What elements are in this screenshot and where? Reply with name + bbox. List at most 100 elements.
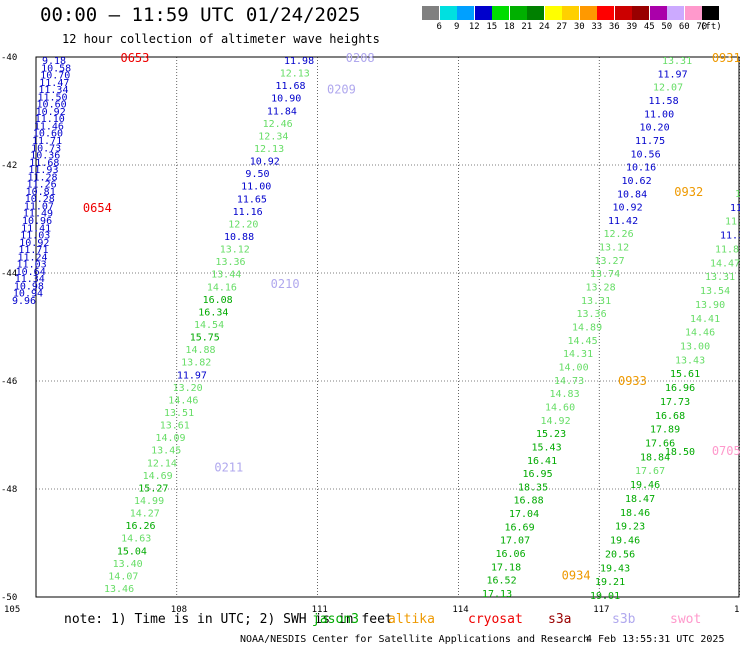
page-title: 00:00 – 11:59 UTC 01/24/2025: [40, 4, 361, 26]
legend-label: 9: [454, 22, 460, 32]
wave-height-value: 16.06: [496, 549, 526, 560]
wave-height-value: 10.60: [37, 100, 67, 111]
wave-height-value: 14.46: [685, 328, 715, 339]
wave-height-value: 18.46: [620, 508, 650, 519]
wave-height-value: 10.28: [25, 194, 55, 205]
lon-tick-label: 105: [4, 605, 20, 615]
wave-height-value: 13.20: [173, 383, 203, 394]
legend-label: 15: [486, 22, 498, 32]
wave-height-value: 13.74: [590, 269, 620, 280]
wave-height-value: 12.14: [147, 458, 177, 469]
note-text: note: 1) Time is in UTC; 2) SWH is in fe…: [64, 612, 393, 627]
wave-height-value: 11.93: [28, 165, 58, 176]
legend-swatch: [492, 6, 509, 20]
wave-height-value: 14.89: [572, 323, 602, 334]
wave-height-value: 13.27: [595, 256, 625, 267]
wave-height-value: 11.10: [35, 114, 65, 125]
wave-height-value: 15.75: [190, 333, 220, 344]
legend-swatch: [614, 6, 632, 20]
legend-label: 36: [608, 22, 620, 32]
wave-height-value: 20.56: [605, 549, 635, 560]
legend-label: 24: [538, 22, 550, 32]
wave-height-value: 19.43: [600, 563, 630, 574]
wave-height-value: 11.34: [38, 85, 68, 96]
pass-label: 0932: [674, 185, 703, 199]
wave-height-value: 18.47: [625, 494, 655, 505]
satellite-name: altika: [388, 612, 435, 627]
wave-height-value: 10.70: [40, 71, 70, 82]
wave-height-value: 9.50: [245, 169, 269, 180]
lon-tick-label: 108: [171, 605, 187, 615]
wave-height-value: 11.68: [275, 81, 305, 92]
wave-height-value: 16.26: [125, 521, 155, 532]
wave-height-value: 11.24: [17, 252, 47, 263]
legend-swatch: [562, 6, 579, 20]
wave-height-value: 10.94: [13, 289, 43, 300]
wave-height-value: 9.18: [42, 56, 66, 67]
legend-swatch: [684, 6, 702, 20]
wave-height-value: 14.83: [550, 389, 580, 400]
wave-height-value: 14.41: [690, 314, 720, 325]
wave-height-value: 11.41: [21, 223, 51, 234]
wave-height-value: 10.96: [22, 216, 52, 227]
wave-height-value: 13.45: [151, 446, 181, 457]
wave-height-value: 11.47: [39, 78, 69, 89]
wave-height-value: 11.42: [608, 216, 638, 227]
satellite-name: swot: [670, 612, 702, 627]
legend-label: 12: [468, 22, 480, 32]
legend-swatch: [544, 6, 562, 20]
map-tick-labels: 105 108 111 114 117 120 -40 -42 -44 -46 -48 -50: [1, 53, 740, 615]
legend-label: 6: [436, 22, 442, 32]
pass-label: 0209: [327, 82, 356, 96]
wave-height-value: 16.41: [527, 456, 557, 467]
legend-label: 18: [503, 22, 515, 32]
legend-swatch: [702, 6, 719, 20]
wave-height-value: 16.34: [198, 307, 228, 318]
wave-height-value: 11.84: [267, 106, 297, 117]
legend-label: 33: [591, 22, 603, 32]
wave-height-value: 13.31: [662, 56, 692, 67]
wave-height-value: 12.46: [263, 119, 293, 130]
wave-height-value: 9.96: [12, 296, 36, 307]
wave-height-value: 11.03: [17, 260, 47, 271]
wave-height-value: 10.36: [30, 151, 60, 162]
legend-label: 45: [643, 22, 655, 32]
wave-height-value: 11.71: [32, 136, 62, 147]
wave-height-value: 13.61: [160, 421, 190, 432]
legend-swatch: [422, 6, 439, 20]
wave-height-value: 15.61: [670, 369, 700, 380]
wave-height-value: 14.69: [143, 471, 173, 482]
wave-height-value: 14.46: [168, 395, 198, 406]
lat-tick-label: -44: [1, 269, 17, 279]
lon-tick-label: 114: [452, 605, 468, 615]
satellite-tracks: 06539.1810.5810.7011.4711.3411.5010.6010…: [12, 51, 740, 602]
wave-height-value: 13.28: [586, 283, 616, 294]
lat-tick-label: -40: [1, 53, 17, 63]
wave-height-value: 10.88: [224, 232, 254, 243]
wave-height-value: 10.92: [36, 107, 66, 118]
wave-height-value: 14.92: [541, 416, 571, 427]
wave-height-value: 10.84: [617, 189, 647, 200]
wave-height-value: 11.98: [284, 56, 314, 67]
legend-swatch: [457, 6, 474, 20]
lat-tick-label: -48: [1, 485, 17, 495]
wave-height-value: 17.66: [645, 439, 675, 450]
wave-height-value: 15.43: [532, 442, 562, 453]
wave-height-value: 18.50: [665, 447, 695, 458]
wave-height-value: 13.12: [599, 243, 629, 254]
wave-height-value: 11.75: [635, 136, 665, 147]
wave-height-value: 11.16: [233, 207, 263, 218]
wave-height-value: 11.8: [715, 244, 739, 255]
legend-swatch: [509, 6, 527, 20]
wave-height-value: 13.31: [581, 296, 611, 307]
wave-height-value: 19.46: [630, 480, 660, 491]
legend-swatch: [527, 6, 544, 20]
wave-height-value: 13.54: [700, 286, 730, 297]
wave-height-value: 12.20: [228, 219, 258, 230]
wave-height-value: 14.47: [710, 258, 740, 269]
wave-height-value: 14.27: [130, 509, 160, 520]
wave-height-value: 10.64: [16, 267, 46, 278]
wave-height-value: 13.36: [577, 309, 607, 320]
wave-height-value: 13.36: [215, 257, 245, 268]
